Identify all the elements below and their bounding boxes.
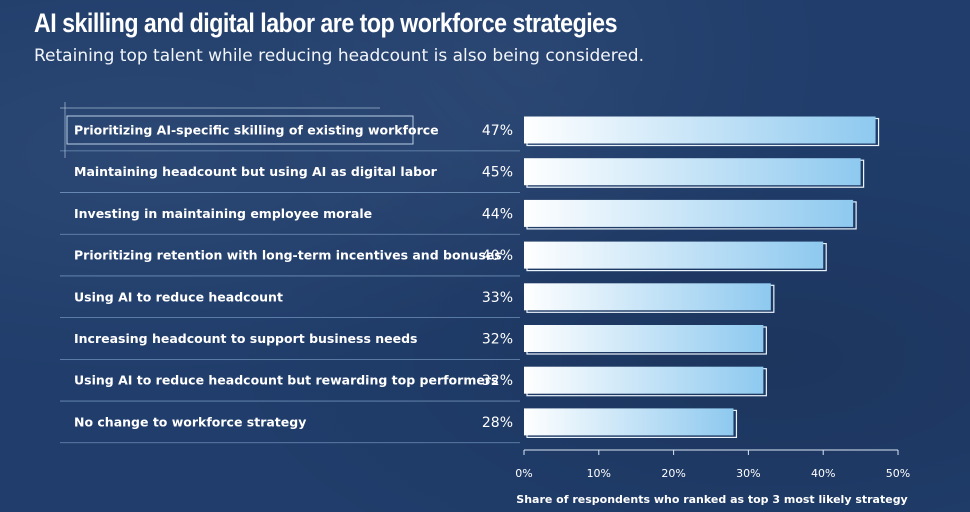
bar <box>524 241 824 269</box>
category-label: Maintaining headcount but using AI as di… <box>74 164 438 179</box>
value-label: 47% <box>482 123 513 139</box>
x-tick-label: 10% <box>587 467 611 480</box>
category-label: Using AI to reduce headcount but rewardi… <box>74 373 498 388</box>
x-axis: 0% 10% 20% 30% 40% 50% <box>515 449 910 480</box>
category-label: No change to workforce strategy <box>74 414 306 429</box>
x-tick-label: 40% <box>811 467 835 480</box>
bar <box>524 158 861 186</box>
value-label: 44% <box>482 206 513 222</box>
category-label: Prioritizing retention with long-term in… <box>74 248 502 263</box>
category-labels: Prioritizing AI-specific skilling of exi… <box>74 123 502 430</box>
value-labels: 47% 45% 44% 40% 33% 32% 32% 28% <box>482 123 513 431</box>
highlight-box <box>66 115 414 145</box>
value-label: 45% <box>482 165 513 181</box>
bars <box>524 116 880 438</box>
x-tick-label: 50% <box>886 467 910 480</box>
highlight-frame <box>60 102 414 158</box>
category-label: Prioritizing AI-specific skilling of exi… <box>74 123 439 138</box>
bar <box>524 116 876 144</box>
chart-title: AI skilling and digital labor are top wo… <box>34 8 617 38</box>
x-axis-label: Share of respondents who ranked as top 3… <box>516 493 907 506</box>
bar <box>524 366 764 394</box>
category-label: Investing in maintaining employee morale <box>74 206 372 221</box>
value-label: 40% <box>482 248 513 264</box>
value-label: 28% <box>482 415 513 431</box>
x-tick-label: 30% <box>736 467 760 480</box>
chart-subtitle: Retaining top talent while reducing head… <box>34 46 644 66</box>
x-tick-label: 0% <box>515 467 532 480</box>
bar <box>524 283 771 311</box>
category-label: Increasing headcount to support business… <box>74 331 418 346</box>
bar <box>524 408 734 436</box>
bar <box>524 325 764 352</box>
x-tick-label: 20% <box>661 467 685 480</box>
row-dividers <box>60 150 520 444</box>
value-label: 33% <box>482 290 513 306</box>
category-label: Using AI to reduce headcount <box>74 289 283 304</box>
value-label: 32% <box>482 373 513 389</box>
value-label: 32% <box>482 332 513 348</box>
bar <box>524 199 854 227</box>
